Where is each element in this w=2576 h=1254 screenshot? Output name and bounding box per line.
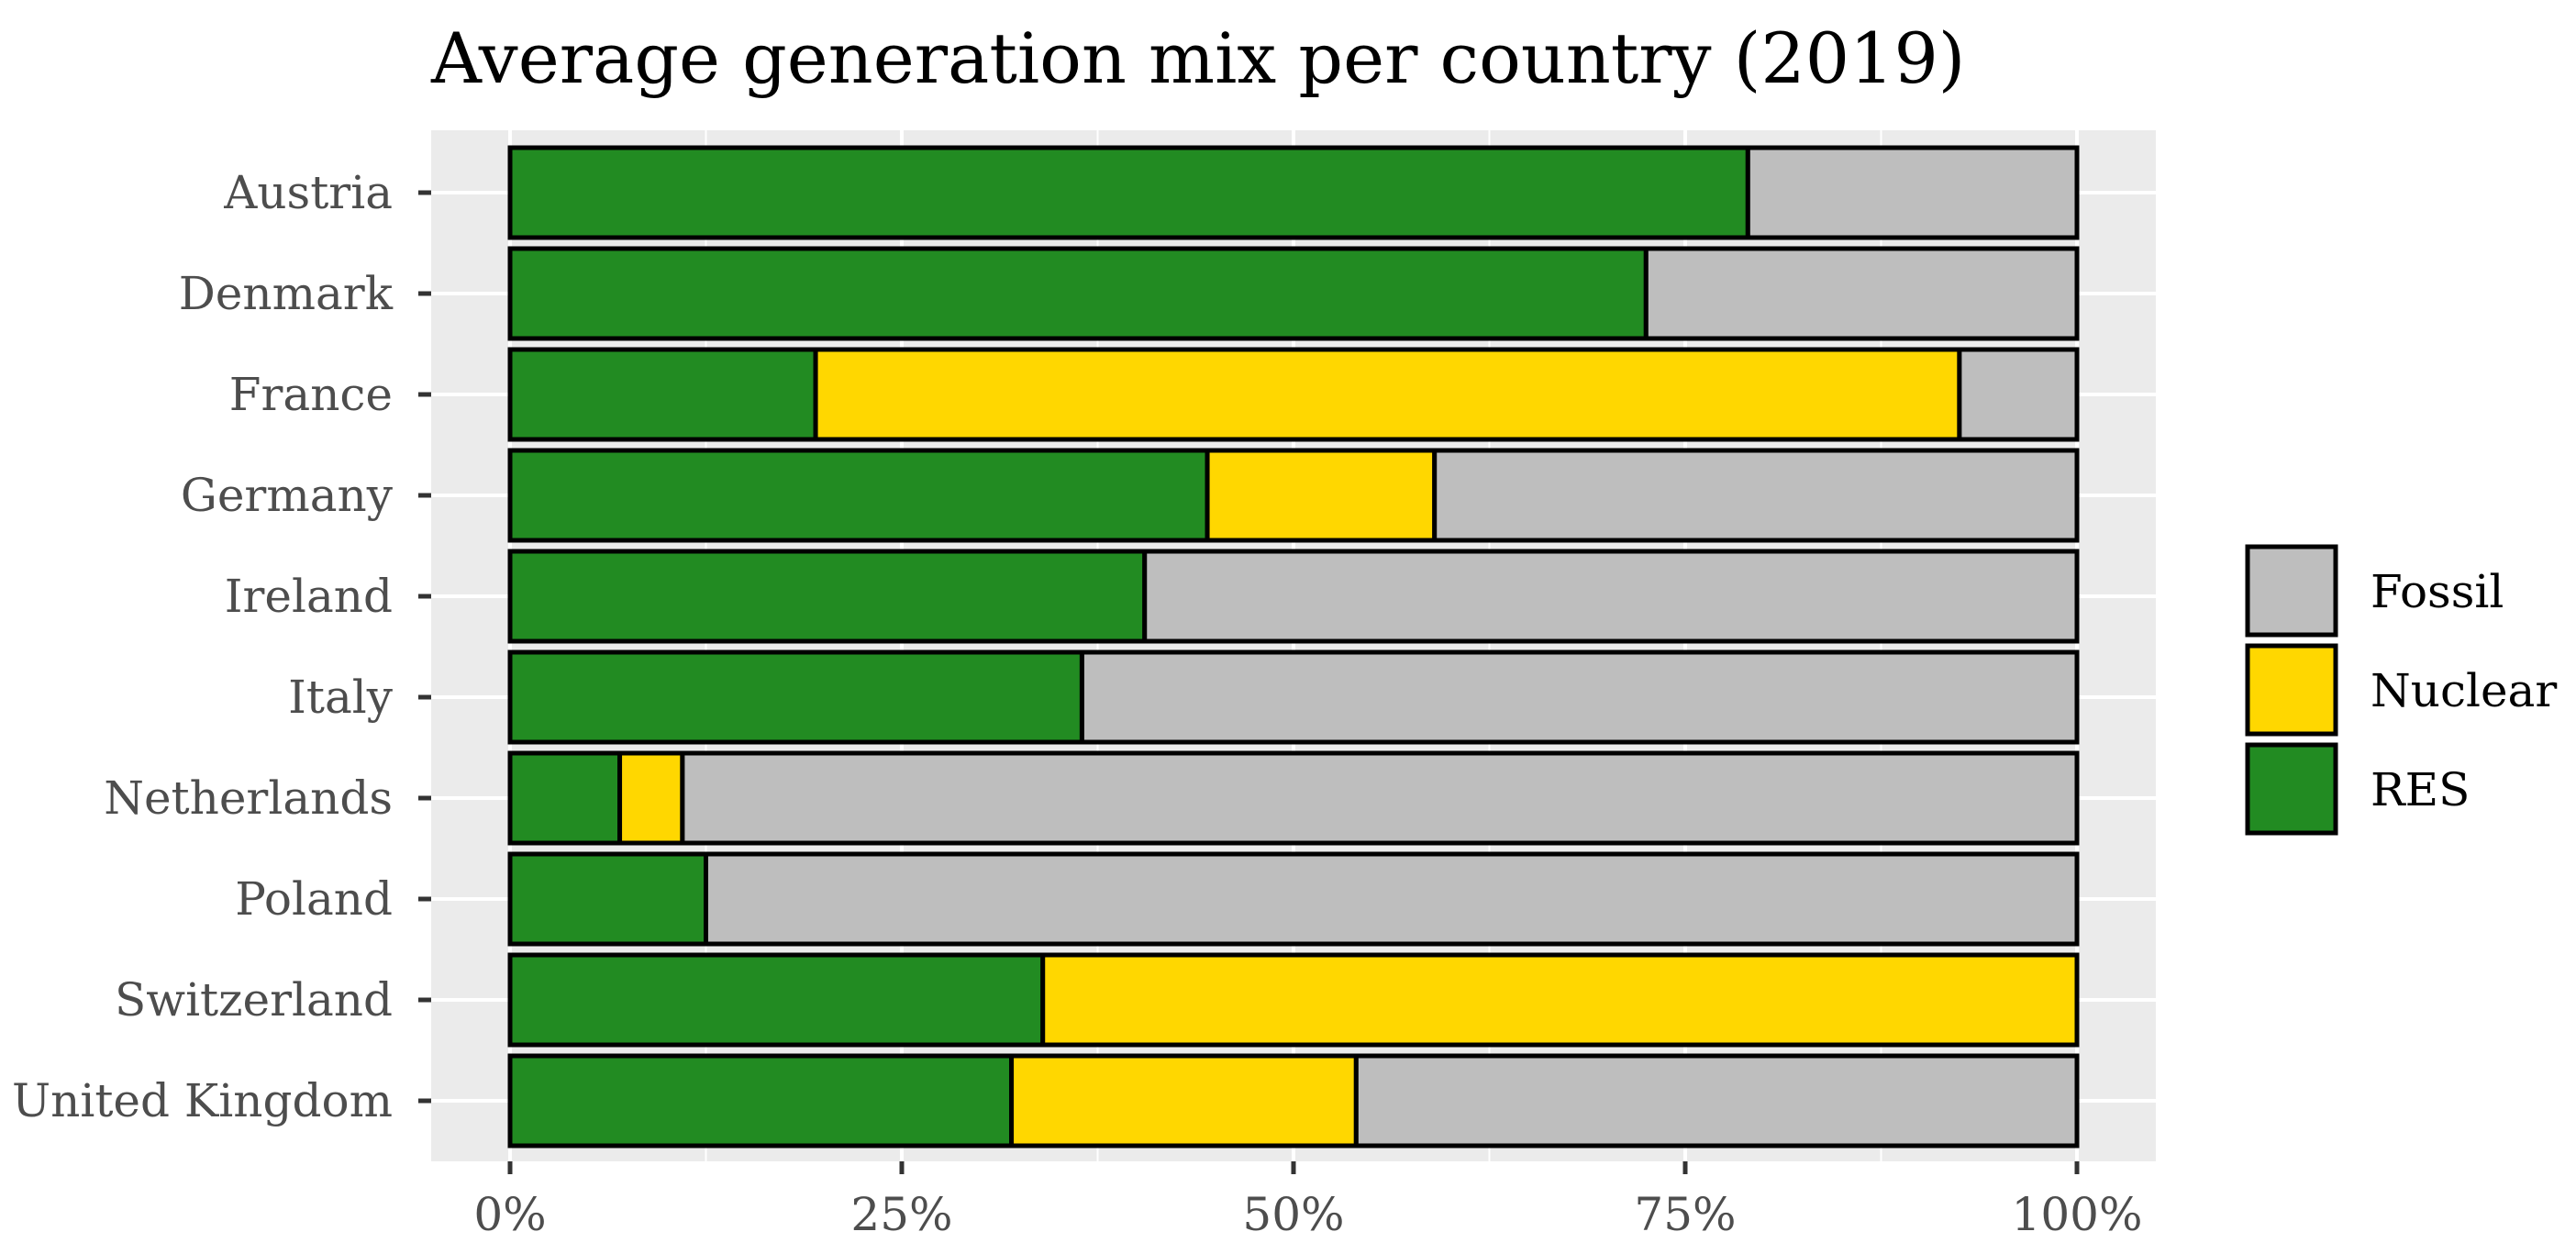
bar-nuclear-germany <box>1205 448 1438 543</box>
y-tick-label: France <box>229 368 393 421</box>
x-axis: 0% 25% 50% 75% 100% <box>473 1161 2142 1241</box>
y-tick-label: Poland <box>235 872 393 926</box>
x-tick-label: 100% <box>2012 1188 2143 1241</box>
x-tick-label: 0% <box>473 1188 546 1241</box>
bar-fossil-ireland <box>1142 549 2080 644</box>
bar-fossil-germany <box>1432 448 2080 543</box>
bar-nuclear-france <box>813 347 1962 442</box>
x-tick-label: 25% <box>850 1188 952 1241</box>
y-tick-label: Denmark <box>179 267 394 320</box>
bar-res-netherlands <box>507 750 623 846</box>
y-tick-label: Germany <box>181 469 394 522</box>
legend-label-res: RES <box>2371 763 2470 816</box>
bar-fossil-poland <box>704 851 2080 947</box>
chart-title: Average generation mix per country (2019… <box>430 17 1965 99</box>
bar-nuclear-netherlands <box>617 750 685 846</box>
y-tick-label: Austria <box>223 166 393 219</box>
x-tick-label: 50% <box>1242 1188 1344 1241</box>
bar-res-denmark <box>507 246 1649 341</box>
y-tick-label: Netherlands <box>104 771 393 825</box>
y-tick-label: Ireland <box>225 570 393 623</box>
bar-fossil-austria <box>1745 145 2080 240</box>
bar-res-switzerland <box>507 952 1046 1048</box>
bar-nuclear-united-kingdom <box>1009 1053 1359 1149</box>
legend-label-nuclear: Nuclear <box>2371 664 2557 717</box>
bar-res-austria <box>507 145 1750 240</box>
bar-res-poland <box>507 851 708 947</box>
bar-fossil-france <box>1957 347 2080 442</box>
legend-label-fossil: Fossil <box>2371 565 2504 618</box>
bars <box>507 145 2080 1149</box>
x-tick-label: 75% <box>1634 1188 1736 1241</box>
legend: Fossil Nuclear RES <box>2245 544 2557 836</box>
bar-res-france <box>507 347 818 442</box>
bar-res-italy <box>507 649 1084 745</box>
bar-fossil-italy <box>1079 649 2080 745</box>
y-tick-label: United Kingdom <box>12 1074 393 1127</box>
y-tick-label: Italy <box>288 671 394 724</box>
legend-key-nuclear <box>2245 643 2338 737</box>
bar-fossil-united-kingdom <box>1353 1053 2080 1149</box>
legend-key-fossil <box>2245 544 2338 638</box>
y-tick-label: Switzerland <box>115 973 393 1027</box>
bar-fossil-netherlands <box>680 750 2080 846</box>
y-axis: Austria Denmark France Germany Ireland Italy N… <box>12 166 431 1127</box>
legend-key-res <box>2245 742 2338 836</box>
bar-fossil-denmark <box>1643 246 2080 341</box>
bar-res-ireland <box>507 549 1148 644</box>
bar-res-united-kingdom <box>507 1053 1015 1149</box>
bar-nuclear-switzerland <box>1040 952 2080 1048</box>
bar-res-germany <box>507 448 1210 543</box>
